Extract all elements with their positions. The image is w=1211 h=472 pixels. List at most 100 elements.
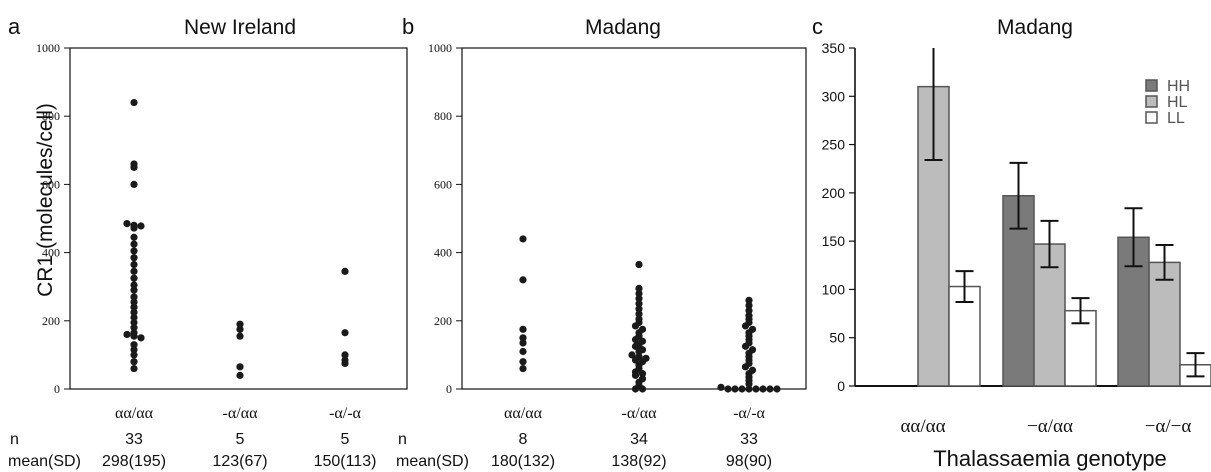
scatter-point [130,180,138,188]
scatter-point [130,332,138,340]
y-tick-label: 0 [54,382,60,396]
n-value: 34 [630,431,648,448]
y-tick-label: 1000 [36,41,60,55]
mean-sd-value: 98(90) [726,453,772,470]
y-tick-label: 400 [434,246,452,260]
y-tick-label: 600 [42,177,60,191]
scatter-point [130,254,138,262]
scatter-point [130,358,138,366]
scatter-point [130,224,138,232]
mean-sd-value: 150(113) [314,453,377,470]
scatter-point [236,320,244,328]
scatter-point [631,356,640,364]
scatter-point [519,358,527,366]
scatter-point [130,233,138,241]
scatter-point [731,385,739,393]
y-tick-label: 400 [42,246,60,260]
panel-b-letter: b [402,14,414,39]
panel-a-n-label: n [10,431,19,448]
scatter-point [741,322,750,330]
mean-sd-value: 123(67) [212,453,267,470]
scatter-point [631,371,640,379]
scatter-point [519,339,527,347]
legend-swatch-hh [1145,79,1158,92]
panel-a-letter: a [8,14,21,39]
scatter-point [724,385,732,393]
panel-b: b Madang 0 200 400 600 800 1000 αα/αα 8 180(132… [396,14,807,470]
scatter-point [130,351,138,359]
scatter-point [638,370,647,378]
scatter-point [130,267,138,275]
scatter-point [745,385,753,393]
n-value: 5 [341,431,350,448]
y-tick-label: 100 [822,281,846,297]
scatter-point [341,267,349,275]
scatter-point [130,308,138,316]
scatter-point [635,295,643,303]
scatter-point [130,274,138,282]
legend-label-ll: LL [1167,110,1185,127]
bar-ll [948,285,981,387]
scatter-point [130,281,138,289]
scatter-point [519,347,527,356]
scatter-point [236,325,244,333]
y-tick-label: 600 [434,177,452,191]
x-category-label: αα/αα [900,416,945,437]
x-category-label: −α/αα [1027,416,1073,437]
panel-c-title: Madang [997,16,1073,39]
scatter-point [130,318,138,327]
scatter-point [738,385,746,393]
scatter-point [519,325,527,333]
scatter-point [638,385,647,393]
scatter-point [519,334,527,342]
scatter-point [130,346,138,354]
scatter-point [635,284,643,293]
scatter-point [123,330,131,339]
scatter-point [130,98,138,107]
mean-sd-value: 298(195) [102,453,166,470]
scatter-point [341,359,349,368]
scatter-point [519,364,527,373]
y-tick-label: 800 [434,109,452,123]
scatter-point [130,240,138,248]
legend-swatch-ll [1145,111,1158,124]
y-tick-label: 800 [42,109,60,123]
n-value: 5 [236,431,245,448]
x-category-label: −α/−α [1145,416,1192,437]
panel-b-title: Madang [585,16,661,39]
scatter-point [519,235,527,243]
scatter-point [130,286,138,294]
panel-a: a New Ireland 0 200 400 600 800 1000 αα/αα 33 2… [8,14,408,470]
panel-c-letter: c [812,14,823,39]
x-category-label: -α/-α [329,405,361,422]
scatter-point [752,385,760,393]
scatter-point [236,371,244,379]
y-tick-label: 350 [822,40,846,56]
x-category-label: αα/αα [115,405,154,422]
scatter-point [745,380,753,388]
n-value: 33 [740,431,758,448]
y-tick-label: 1000 [428,41,452,55]
panel-a-mean-label: mean(SD) [8,453,81,470]
scatter-point [631,322,640,330]
scatter-point [745,306,753,315]
panel-b-n-label: n [398,431,407,448]
scatter-point [745,296,753,304]
scatter-point [130,293,138,301]
scatter-point [635,310,643,318]
panel-b-mean-label: mean(SD) [396,453,469,470]
mean-sd-value: 180(132) [491,453,555,470]
scatter-point [635,300,643,308]
bar-hl [1148,261,1181,387]
x-category-label: αα/αα [504,405,543,422]
y-tick-label: 0 [837,378,845,394]
x-category-label: -α/αα [622,405,658,422]
y-tick-label: 200 [822,185,846,201]
scatter-point [773,385,781,393]
scatter-point [519,276,527,284]
scatter-point [628,351,636,359]
scatter-point [766,385,774,393]
panel-a-frame [69,47,408,390]
